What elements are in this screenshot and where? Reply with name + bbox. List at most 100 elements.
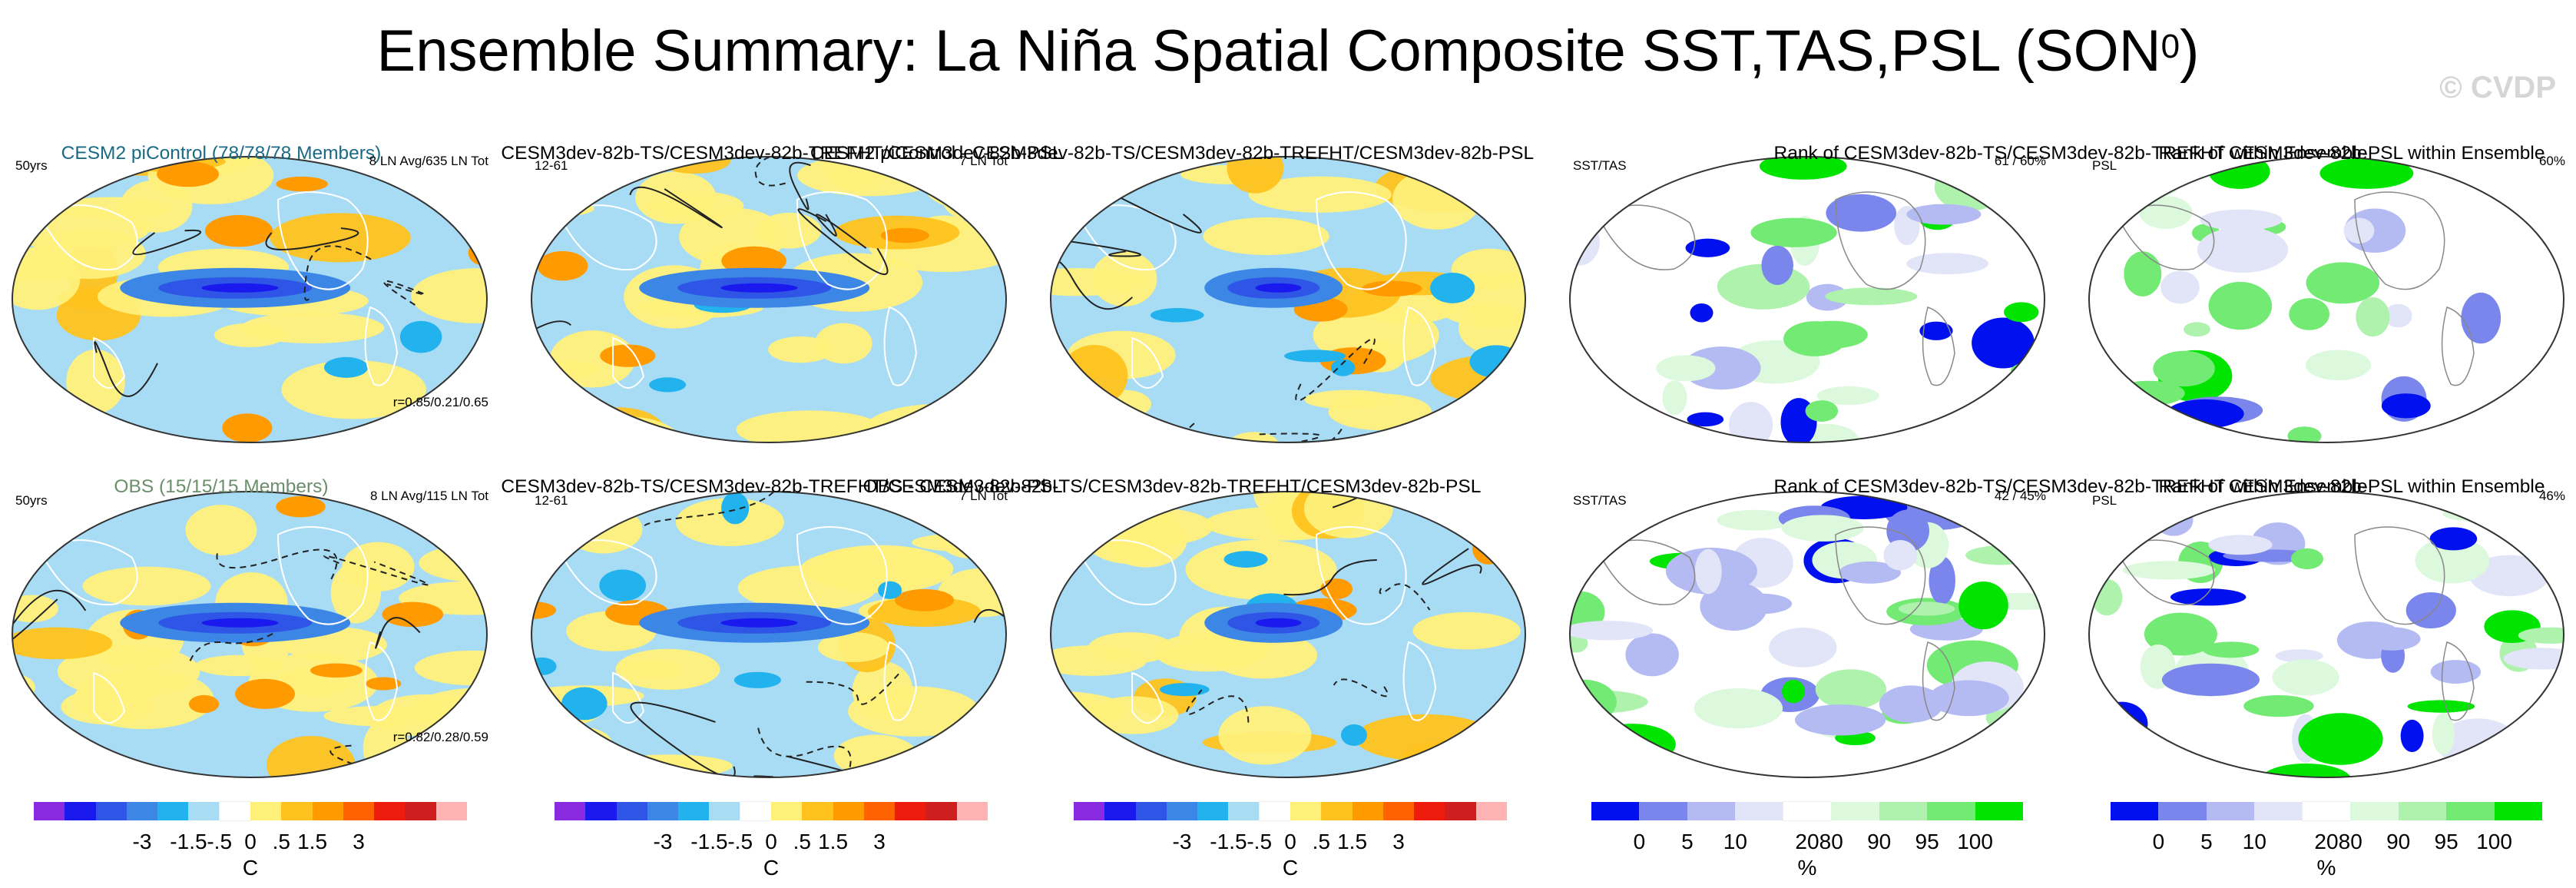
colorbar-swatch [250,802,282,820]
panel-right-label-1: 8 LN Avg/635 LN Tot [369,154,488,168]
colorbar-swatch [2111,802,2159,820]
colorbar-swatch [1782,801,1833,821]
colorbar-tick-label: 3 [353,830,365,853]
panel-left-label-7: 12-61 [535,493,568,508]
colorbar-swatch [925,802,957,820]
panel-left-label-1: 50yrs [15,158,48,173]
colorbar-tick-label: -1.5 [170,830,207,853]
colorbar-tick-label: -1.5 [690,830,728,853]
colorbar-swatch [1104,802,1136,820]
colorbar-swatch [1879,802,1928,820]
colorbar-tick-label: 0 [244,830,257,853]
colorbar-tick-label: 0 [1633,830,1646,853]
panel-correlation-label-6: r=0.82/0.28/0.59 [392,730,488,744]
panel-title-1: CESM2 piControl (78/78/78 Members) [61,143,382,164]
colorbar-swatch [2494,802,2542,820]
panel-right-label-10: 46% [2538,489,2565,503]
colorbar-tick-label: .5 [793,830,811,853]
colorbar-tick-label: -.5 [1247,830,1273,853]
colorbar-swatch [95,802,127,820]
colorbar-tick-label: 20 [2314,830,2339,853]
colorbar-swatch [1074,802,1105,820]
colorbar-swatch [405,802,436,820]
panel-title-8: OBS - CESM3dev-82b-TS/CESM3dev-82b-TREFH… [863,476,1482,497]
colorbar-tick-label: 90 [2386,830,2411,853]
colorbar-swatch [2206,802,2255,820]
colorbar-swatch [2446,802,2495,820]
colorbar-swatch [343,802,375,820]
colorbar-unit: C [242,856,259,880]
panel-title-3: CESM2 piControl - CESM3dev-82b-TS/CESM3d… [810,143,1535,164]
colorbar-swatch [126,802,158,820]
colorbar-swatch [374,802,406,820]
colorbar-swatch [218,801,251,821]
panel-title-9: Rank of CESM3dev-82b-TS/CESM3dev-82b-TRE… [1773,476,2368,497]
colorbar-tick-label: 0 [765,830,777,853]
colorbar-swatch [2350,802,2399,820]
panel-left-label-2: 12-61 [535,158,568,173]
panel-right-label-5: 60% [2538,154,2565,168]
map-panel-7 [531,491,1007,778]
panel-title-4: Rank of CESM3dev-82b-TS/CESM3dev-82b-TRE… [1773,143,2368,164]
map-panel-9 [1569,491,2045,778]
map-panel-6 [12,491,488,778]
colorbar-tick-label: 95 [1915,830,1939,853]
colorbar-5 [2111,801,2542,821]
colorbar-swatch [1352,802,1383,820]
panel-left-label-9: SST/TAS [1573,493,1627,508]
colorbar-swatch [709,802,740,820]
colorbar-swatch [1290,802,1322,820]
colorbar-swatch [34,802,65,820]
panel-title-6: OBS (15/15/15 Members) [114,476,329,497]
map-panel-3 [1050,156,1526,443]
colorbar-swatch [1414,802,1445,820]
colorbar-swatch [1927,802,1975,820]
page-title: Ensemble Summary: La Niña Spatial Compos… [376,18,2200,84]
colorbar-tick-label: 1.5 [1337,830,1368,853]
panel-title-2: CESM3dev-82b-TS/CESM3dev-82b-TREFHT/CESM… [501,143,1063,164]
panel-right-label-6: 8 LN Avg/115 LN Tot [369,489,488,503]
colorbar-unit: % [2316,856,2336,880]
colorbar-swatch [555,802,586,820]
colorbar-tick-label: 0 [2152,830,2165,853]
map-panel-4 [1569,156,2045,443]
cvdp-watermark: © CVDP [2439,71,2556,104]
map-panel-2 [531,156,1007,443]
colorbar-tick-label: 1.5 [297,830,328,853]
colorbar-tick-label: 90 [1867,830,1892,853]
map-panel-1 [12,156,488,443]
colorbar-swatch [435,802,467,820]
map-panel-10 [2088,491,2564,778]
colorbar-swatch [1445,802,1476,820]
colorbar-tick-label: 10 [1723,830,1747,853]
colorbar-swatch [895,802,926,820]
colorbar-swatch [65,802,96,820]
colorbar-swatch [1228,802,1260,820]
colorbar-2 [555,801,988,821]
colorbar-4 [1591,801,2023,821]
panel-right-label-7: 7 LN Tot [959,489,1008,503]
colorbar-tick-label: 95 [2434,830,2458,853]
colorbar-swatch [1831,802,1879,820]
colorbar-swatch [1475,802,1507,820]
colorbar-tick-label: 3 [1392,830,1405,853]
colorbar-swatch [1197,802,1229,820]
panel-left-label-10: PSL [2092,493,2117,508]
colorbar-tick-label: -.5 [727,830,753,853]
colorbar-swatch [1135,802,1167,820]
panel-left-label-4: SST/TAS [1573,158,1627,173]
colorbar-swatch [802,802,833,820]
colorbar-tick-label: 10 [2242,830,2266,853]
colorbar-swatch [2254,802,2303,820]
colorbar-tick-label: -3 [653,830,673,853]
panel-title-10: Rank of CESM3dev-82b-PSL within Ensemble [2158,476,2545,497]
colorbar-tick-label: .5 [272,830,290,853]
colorbar-1 [34,801,467,821]
colorbar-tick-label: 80 [1819,830,1843,853]
panel-correlation-label-1: r=0.85/0.21/0.65 [392,395,488,409]
colorbar-swatch [1321,802,1353,820]
colorbar-swatch [1975,802,2023,820]
colorbar-tick-label: 80 [2338,830,2362,853]
colorbar-swatch [770,802,803,820]
colorbar-tick-label: 100 [1957,830,1993,853]
